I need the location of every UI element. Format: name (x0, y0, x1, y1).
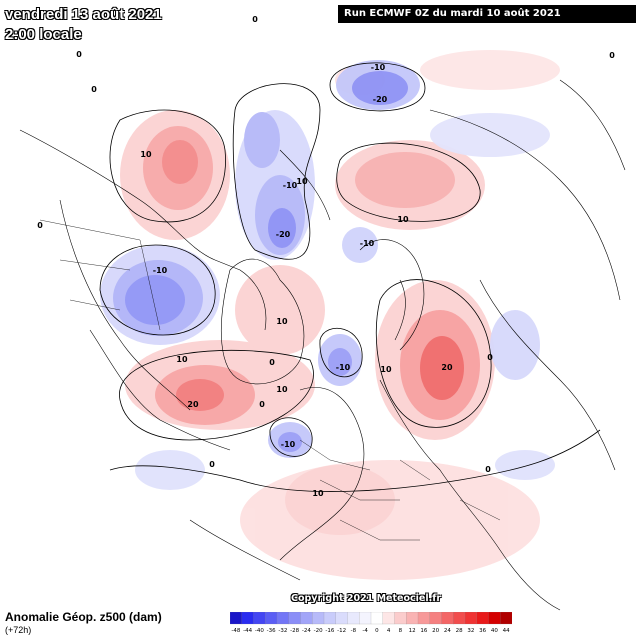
contour-label: -20 (276, 230, 291, 239)
contour-label: 0 (609, 51, 615, 60)
legend-swatch (464, 612, 478, 625)
legend-tick-label: -36 (267, 628, 276, 634)
legend-tick-label: 20 (432, 628, 439, 634)
legend-tick-label: 12 (409, 628, 416, 634)
lead-time: (+72h) (5, 625, 32, 635)
legend-swatch (453, 612, 466, 625)
contour-label: 10 (397, 215, 409, 224)
legend-swatch (382, 612, 395, 625)
legend-tick-label: 32 (467, 628, 474, 634)
legend-tick-label: -28 (290, 628, 299, 634)
legend-tick-label: 0 (375, 628, 379, 634)
coastlines (19, 79, 626, 611)
contour-label: 10 (140, 150, 152, 159)
legend-swatch (406, 612, 419, 625)
legend-swatch (230, 612, 243, 625)
contour-label: -10 (153, 266, 168, 275)
legend-swatches (230, 612, 512, 625)
legend-swatch (241, 612, 254, 625)
legend-swatch (253, 612, 266, 625)
legend-tick-label: -40 (255, 628, 264, 634)
legend-tick-label: -44 (243, 628, 252, 634)
legend-swatch (441, 612, 454, 625)
legend-tick-label: -8 (351, 628, 357, 634)
field-title: Anomalie Géop. z500 (dam) (5, 610, 162, 624)
legend-tick-label: -32 (278, 628, 287, 634)
legend-tick-label: -20 (314, 628, 323, 634)
contour-label: 0 (487, 353, 493, 362)
legend-tick-label: 16 (420, 628, 427, 634)
forecast-time: 2:00 locale (5, 26, 82, 43)
contour-label: 0 (259, 400, 265, 409)
legend-swatch (488, 612, 501, 625)
legend-tick-label: -12 (337, 628, 346, 634)
contour-label: 10 (276, 385, 288, 394)
legend-swatch (335, 612, 348, 625)
legend-swatch (276, 612, 290, 625)
legend-swatch (359, 612, 372, 625)
color-legend: -48 -44 -40 -36 -32 -28 -24 -20 -16 -12 -8 -4 0 4 8 12 1… (230, 612, 512, 634)
legend-tick-label: -16 (325, 628, 334, 634)
contour-label: 0 (485, 465, 491, 474)
legend-tick-label: 36 (479, 628, 486, 634)
legend-tick-label: -4 (362, 628, 368, 634)
contour-labels: -10 -20 10 -10 -20 10 -10 10 -10 10 20 1… (37, 15, 615, 498)
legend-swatch (476, 612, 489, 625)
contour-label: 10 (312, 489, 324, 498)
legend-swatch (347, 612, 360, 625)
positive-anomaly-areas (120, 50, 560, 580)
legend-tick-label: -48 (231, 628, 240, 634)
legend-tick-label: -24 (302, 628, 311, 634)
legend-swatch (394, 612, 407, 625)
legend-swatch (265, 612, 278, 625)
contour-label: 0 (76, 50, 82, 59)
legend-swatch (500, 612, 512, 625)
legend-tick-label: 28 (456, 628, 463, 634)
contour-label: 0 (252, 15, 258, 24)
contour-label: 0 (37, 221, 43, 230)
contour-label: 10 (380, 365, 392, 374)
contour-label: -10 (281, 440, 296, 449)
legend-swatch (323, 612, 337, 625)
contour-label: 20 (187, 400, 199, 409)
contour-label: 10 (296, 177, 308, 186)
political-borders (39, 219, 501, 541)
legend-ticks: -48 -44 -40 -36 -32 -28 -24 -20 -16 -12 -8 -4 0 4 8 12 1… (231, 628, 510, 634)
contour-label: -10 (283, 181, 298, 190)
contour-label: 0 (209, 460, 215, 469)
contour-label: 0 (91, 85, 97, 94)
contour-label: 0 (269, 358, 275, 367)
contour-label: 10 (276, 317, 288, 326)
copyright-notice: Copyright 2021 Meteociel.fr (291, 593, 442, 604)
legend-swatch (312, 612, 325, 625)
legend-swatch (300, 612, 313, 625)
legend-tick-label: 44 (503, 628, 510, 634)
model-run-banner: Run ECMWF 0Z du mardi 10 août 2021 (338, 5, 636, 23)
legend-swatch (417, 612, 431, 625)
legend-swatch (370, 612, 384, 625)
zero-contours (99, 62, 601, 492)
contour-label: -10 (360, 239, 375, 248)
contour-label: 10 (176, 355, 188, 364)
forecast-date: vendredi 13 août 2021 (5, 6, 162, 23)
legend-swatch (288, 612, 301, 625)
contour-label: -10 (336, 363, 351, 372)
legend-tick-label: 40 (491, 628, 498, 634)
legend-tick-label: 24 (444, 628, 451, 634)
contour-label: -10 (371, 63, 386, 72)
legend-tick-label: 8 (399, 628, 403, 634)
legend-tick-label: 4 (387, 628, 391, 634)
contour-label: 20 (441, 363, 453, 372)
contour-label: -20 (373, 95, 388, 104)
legend-swatch (429, 612, 442, 625)
